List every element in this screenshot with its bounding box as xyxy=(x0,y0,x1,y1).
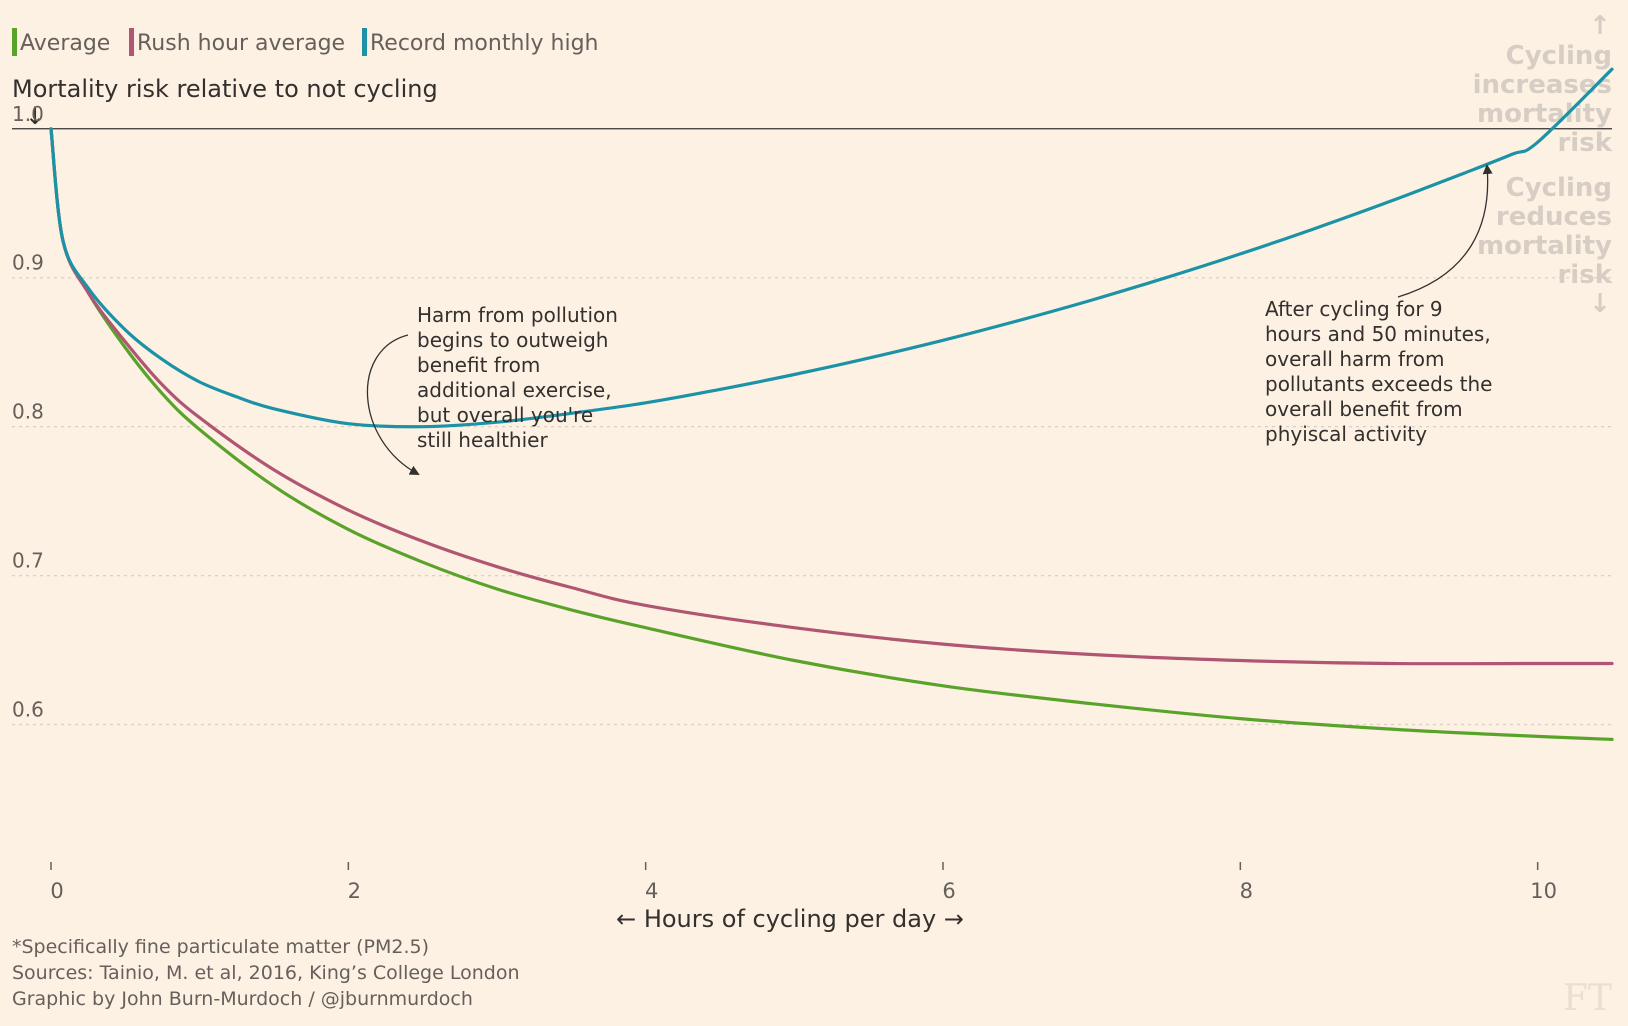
x-axis-title: ← Hours of cycling per day → xyxy=(616,905,964,933)
annotation-right-line-1: After cycling for 9 xyxy=(1265,297,1443,321)
legend-label-average: Average xyxy=(20,31,110,56)
x-tick-label-0: 0 xyxy=(50,879,63,903)
series-line-average xyxy=(49,127,1614,741)
annotation-right-line-6: phyiscal activity xyxy=(1265,422,1427,446)
annotation-right-line-3: overall harm from xyxy=(1265,347,1445,371)
side-increases-line-2: increases xyxy=(1473,70,1612,100)
annotation-left-line-2: begins to outweigh xyxy=(417,328,608,352)
y-tick-label-0.7: 0.7 xyxy=(12,549,44,573)
x-tick-label-10: 10 xyxy=(1530,879,1557,903)
x-tick-label-6: 6 xyxy=(942,879,955,903)
x-tick-label-8: 8 xyxy=(1240,879,1253,903)
annotation-left-line-6: still healthier xyxy=(417,428,548,452)
y-tick-label-0.8: 0.8 xyxy=(12,400,44,424)
footnote-credit: Graphic by John Burn-Murdoch / @jburnmur… xyxy=(12,988,473,1010)
side-increases-line-4: risk xyxy=(1557,128,1612,158)
annotation-right: After cycling for 9 hours and 50 minutes… xyxy=(1265,297,1492,446)
annotation-arrow-left xyxy=(366,334,420,475)
y-axis-title: Mortality risk relative to not cycling xyxy=(12,75,438,103)
y-tick-label-0.6: 0.6 xyxy=(12,698,44,722)
series-line-rush-hour xyxy=(49,127,1614,666)
annotation-left-line-4: additional exercise, xyxy=(417,378,612,402)
y-tick-label-1.0: 1.0 xyxy=(12,102,44,126)
footnote-sources: Sources: Tainio, M. et al, 2016, King’s … xyxy=(12,962,519,984)
x-tick-label-2: 2 xyxy=(348,879,361,903)
side-increases-line-1: Cycling xyxy=(1506,41,1612,71)
side-up-arrow: ↑ xyxy=(1589,11,1611,41)
y-tick-labels: 1.0 0.9 0.8 0.7 0.6 xyxy=(12,102,44,722)
legend-label-record-high: Record monthly high xyxy=(370,31,599,56)
side-increases-line-3: mortality xyxy=(1477,99,1612,129)
series-lines xyxy=(49,67,1614,741)
annotation-left-line-3: benefit from xyxy=(417,353,540,377)
y-tick-label-0.9: 0.9 xyxy=(12,251,44,275)
legend-label-rush-hour: Rush hour average xyxy=(137,31,345,56)
legend-swatch-average xyxy=(12,28,17,56)
side-reduces-line-3: mortality xyxy=(1477,231,1612,261)
side-down-arrow: ↓ xyxy=(1589,289,1611,319)
annotation-right-line-4: pollutants exceeds the xyxy=(1265,372,1492,396)
legend-swatch-rush-hour xyxy=(129,28,134,56)
side-reduces-line-4: risk xyxy=(1557,260,1612,290)
x-ticks: 0 2 4 6 8 10 xyxy=(50,862,1557,903)
series-line-record-high xyxy=(49,67,1614,429)
side-labels: ↑ Cycling increases mortality risk Cycli… xyxy=(1473,11,1613,319)
annotation-arrow-right xyxy=(1397,164,1493,298)
legend: Average Rush hour average Record monthly… xyxy=(12,28,599,56)
annotation-left-line-5: but overall you're xyxy=(417,403,593,427)
annotation-left: Harm from pollution begins to outweigh b… xyxy=(417,303,618,452)
annotation-left-line-1: Harm from pollution xyxy=(417,303,618,327)
gridlines xyxy=(12,277,1612,726)
side-reduces-line-1: Cycling xyxy=(1506,173,1612,203)
legend-swatch-record-high xyxy=(362,28,367,56)
annotation-right-line-5: overall benefit from xyxy=(1265,397,1463,421)
ft-logo: FT xyxy=(1563,978,1612,1019)
y-axis-arrow: ↓ xyxy=(25,102,45,130)
x-tick-label-4: 4 xyxy=(645,879,658,903)
footnotes: *Specifically fine particulate matter (P… xyxy=(12,936,519,1010)
annotation-right-line-2: hours and 50 minutes, xyxy=(1265,322,1491,346)
footnote-pm25: *Specifically fine particulate matter (P… xyxy=(12,936,429,958)
side-reduces-line-2: reduces xyxy=(1496,202,1612,232)
